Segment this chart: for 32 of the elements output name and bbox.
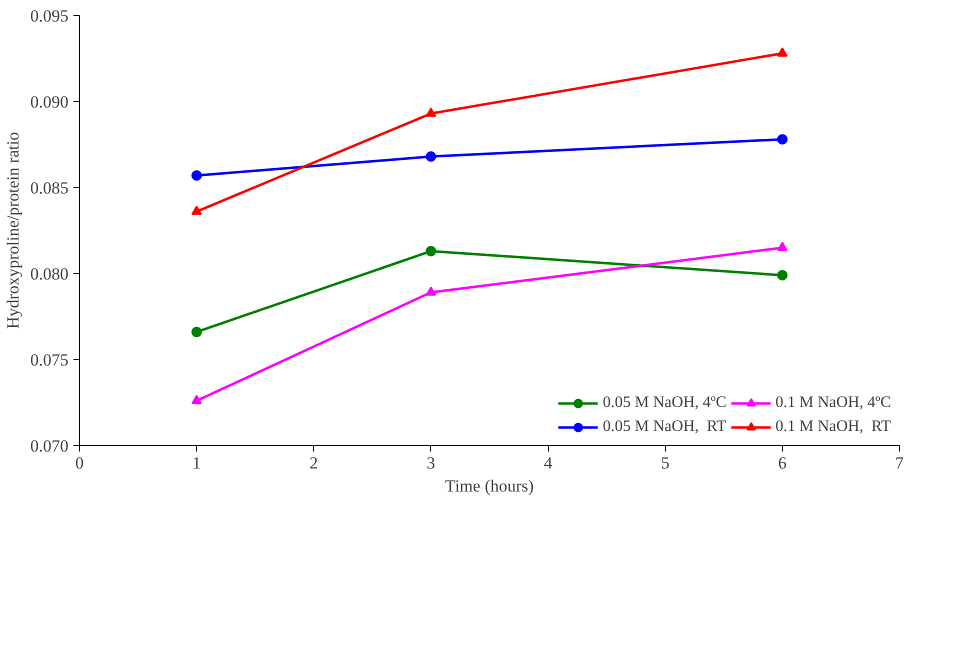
legend-label: 0.05 M NaOH, RT: [602, 418, 726, 436]
point: [426, 108, 436, 117]
point: [191, 206, 202, 215]
y-tick-label: 0.090: [30, 92, 68, 112]
y-tick-label: 0.080: [30, 264, 68, 284]
point: [777, 270, 788, 280]
x-axis-title: Time (hours): [445, 476, 534, 496]
y-tick-label: 0.095: [30, 6, 68, 26]
point: [426, 286, 436, 296]
point: [191, 394, 202, 404]
x-tick-label: 2: [310, 454, 318, 472]
x-tick-label: 4: [544, 454, 553, 472]
point: [191, 170, 202, 181]
legend-label: 0.1 M NaOH, 4ºC: [775, 394, 891, 412]
y-axis-title: Hydroxyproline/protein ratio: [3, 132, 22, 329]
y-tick-label: 0.075: [30, 350, 68, 370]
x-tick-label: 3: [426, 454, 436, 472]
x-tick-label: 1: [192, 454, 201, 472]
point: [777, 47, 788, 57]
x-tick-label: 6: [778, 454, 787, 472]
x-tick-label: 0: [75, 454, 84, 472]
y-tick-label: 0.070: [30, 436, 68, 456]
point: [777, 134, 788, 145]
point: [426, 246, 436, 256]
point: [426, 151, 436, 162]
point: [191, 326, 202, 338]
legend-label: 0.1 M NaOH, RT: [775, 418, 891, 436]
point: [777, 242, 788, 252]
x-tick-label: 5: [660, 454, 670, 472]
y-tick-label: 0.085: [30, 178, 68, 198]
x-tick-label: 7: [895, 454, 904, 472]
legend-label: 0.05 M NaOH, 4ºC: [602, 394, 726, 412]
